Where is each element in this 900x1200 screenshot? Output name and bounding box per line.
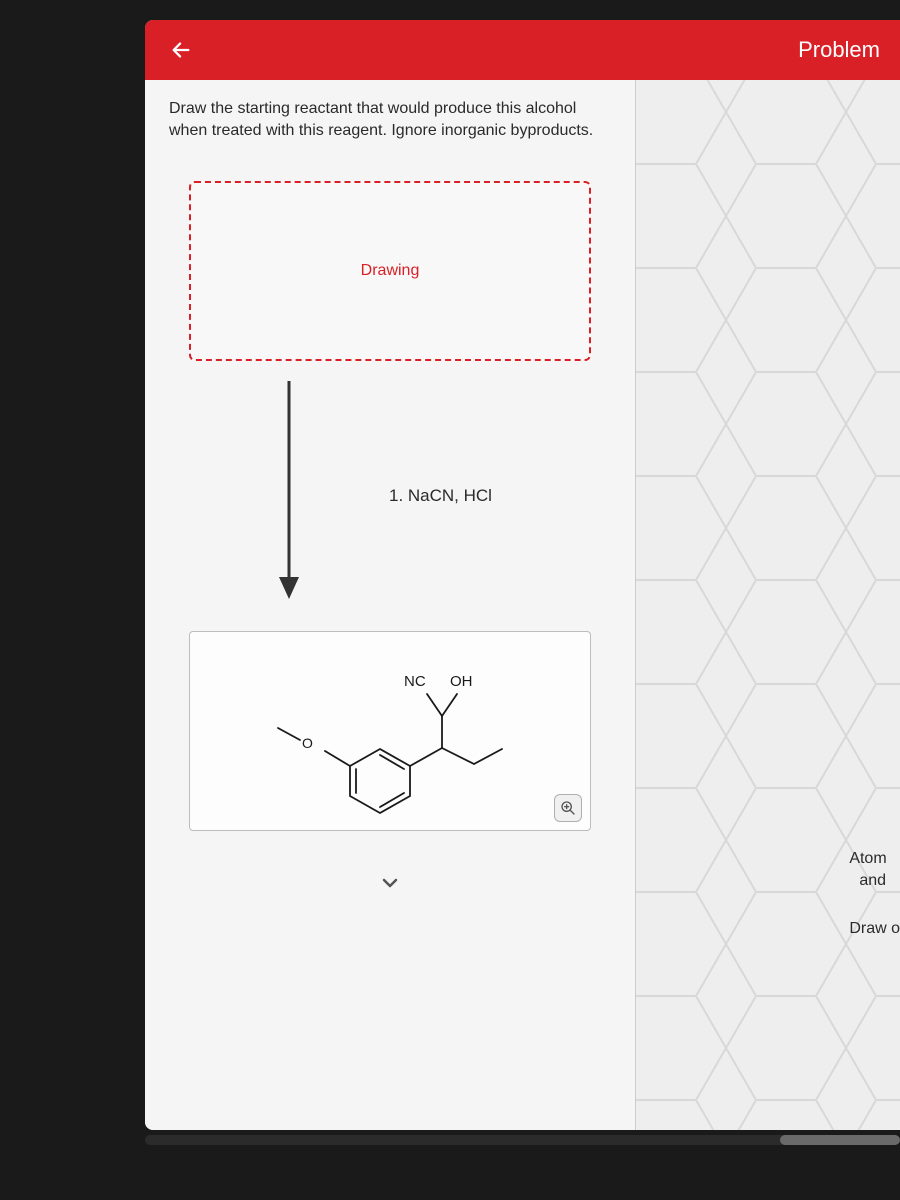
prompt-text: Draw the starting reactant that would pr…: [169, 98, 611, 141]
content-row: Draw the starting reactant that would pr…: [145, 80, 900, 1130]
header-title: Problem: [798, 37, 880, 63]
nc-label: NC: [404, 673, 426, 690]
header-bar: Problem: [145, 20, 900, 80]
svg-text:O: O: [302, 735, 313, 751]
scrollbar-thumb[interactable]: [780, 1135, 900, 1145]
magnifier-plus-icon: [560, 800, 576, 816]
product-structure-box: O NC OH: [189, 631, 591, 831]
drawing-box-label: Drawing: [361, 262, 420, 280]
product-structure: O NC OH: [230, 646, 550, 816]
side-hint-labels: Atom and Draw o: [849, 850, 900, 968]
back-button[interactable]: [165, 34, 197, 66]
side-label: Draw o: [849, 920, 900, 938]
side-label: Atom: [849, 850, 900, 868]
side-panel: Atom and Draw o: [635, 80, 900, 1130]
collapse-toggle[interactable]: [169, 831, 611, 915]
reaction-arrow-icon: [269, 371, 309, 611]
side-label: and: [849, 872, 900, 890]
back-arrow-icon: [170, 39, 192, 61]
hexagon-background: [636, 80, 900, 1130]
zoom-button[interactable]: [554, 794, 582, 822]
reagent-label: 1. NaCN, HCl: [389, 486, 492, 506]
oh-label: OH: [450, 673, 473, 690]
reaction-arrow-region: 1. NaCN, HCl: [189, 371, 591, 631]
main-column: Draw the starting reactant that would pr…: [145, 80, 635, 1130]
chevron-down-icon: [378, 871, 402, 895]
horizontal-scrollbar[interactable]: [145, 1135, 900, 1145]
app-screen: Problem Draw the starting reactant that …: [145, 20, 900, 1130]
drawing-input-box[interactable]: Drawing: [189, 181, 591, 361]
